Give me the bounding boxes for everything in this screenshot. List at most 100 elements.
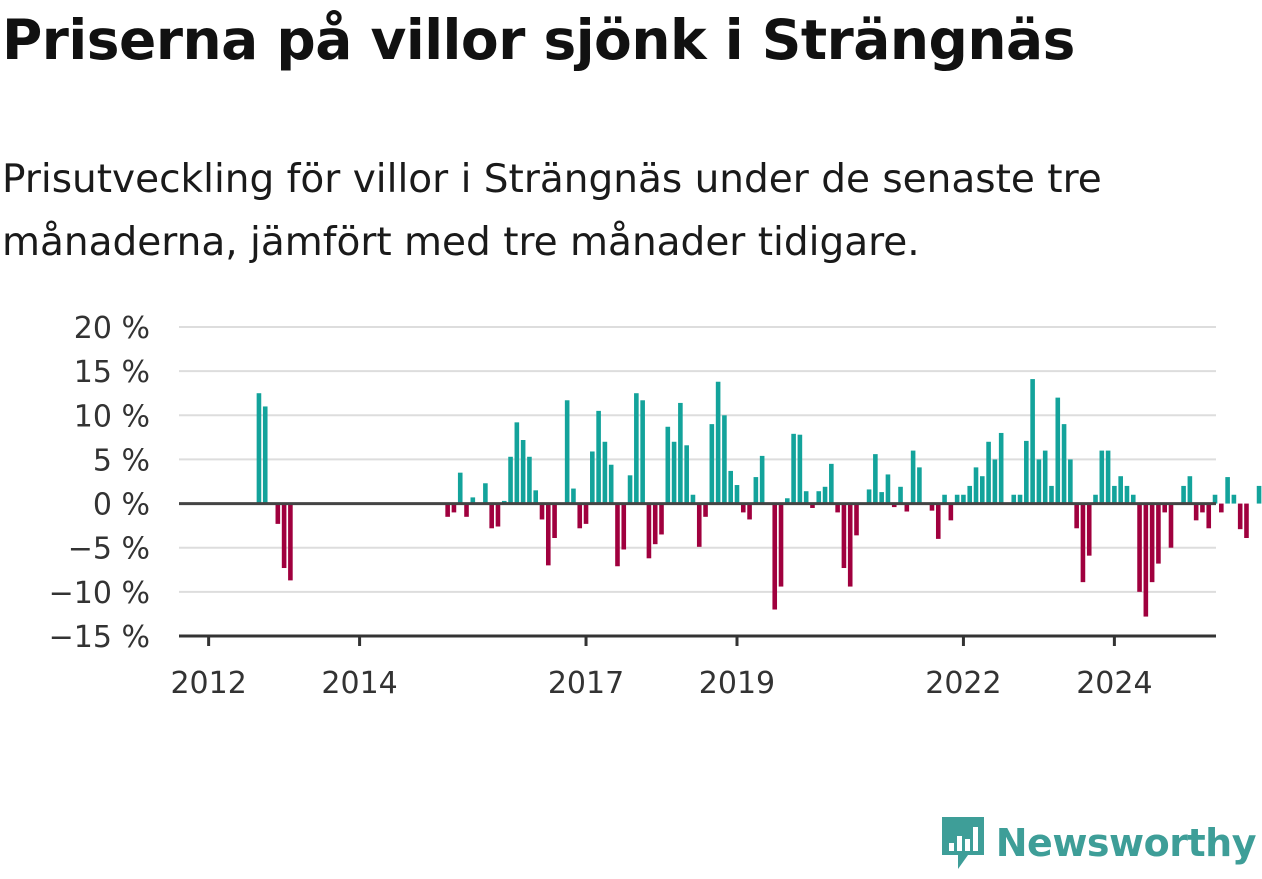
bar-positive (980, 476, 985, 504)
bar-negative (495, 503, 501, 527)
bar-positive (1030, 379, 1035, 504)
bar-positive (514, 422, 520, 504)
bar-positive (898, 486, 903, 504)
bar-negative (583, 503, 589, 524)
bar-negative (772, 503, 778, 610)
bar-negative (652, 503, 658, 545)
bar-positive (961, 494, 966, 504)
bar-positive (1212, 494, 1218, 504)
y-tick-label: 20 % (74, 311, 150, 346)
bar-positive (1112, 485, 1117, 504)
brand-logo[interactable]: Newsworthy (938, 813, 1257, 873)
bar-positive (1256, 485, 1262, 504)
bar-negative (1200, 503, 1205, 513)
y-tick-label: −10 % (49, 576, 150, 611)
bar-negative (1137, 503, 1142, 592)
bar-positive (992, 459, 998, 504)
bar-positive (803, 491, 809, 504)
bar-positive (1105, 450, 1111, 504)
bar-positive (684, 445, 689, 504)
bar-negative (1244, 503, 1249, 539)
bar-positive (590, 451, 595, 504)
bar-negative (929, 503, 935, 511)
bar-negative (1143, 503, 1149, 617)
bar-positive (1042, 450, 1048, 504)
bar-positive (508, 456, 513, 504)
bar-negative (1074, 503, 1079, 529)
bar-positive (256, 393, 262, 504)
bar-positive (1130, 494, 1136, 504)
bar-negative (747, 503, 752, 520)
bar-positive (954, 494, 960, 504)
bar-positive (829, 463, 834, 504)
bar-positive (1036, 459, 1042, 504)
bar-positive (1093, 494, 1098, 504)
bar-negative (464, 503, 469, 517)
bar-positive (1099, 450, 1105, 504)
x-tick-label: 2022 (925, 666, 1001, 701)
bar-negative (891, 503, 897, 508)
bar-negative (841, 503, 847, 569)
bar-positive (816, 491, 822, 504)
bar-positive (759, 455, 765, 504)
bar-negative (1156, 503, 1161, 564)
bar-negative (288, 503, 293, 581)
bar-negative (621, 503, 627, 550)
bar-negative (847, 503, 853, 587)
gridlines (179, 326, 1216, 593)
bar-positive (571, 488, 576, 504)
bar-positive (753, 477, 759, 504)
bar-negative (1206, 503, 1212, 529)
bar-positive (665, 426, 671, 504)
bar-positive (942, 494, 947, 504)
bar-positive (709, 424, 715, 504)
bar-positive (866, 489, 872, 504)
bar-negative (552, 503, 557, 539)
bar-positive (967, 485, 973, 504)
x-tick-label: 2019 (699, 666, 775, 701)
newsworthy-logo-icon (941, 817, 984, 869)
bar-positive (671, 441, 677, 504)
x-tick-label: 2014 (321, 666, 397, 701)
bar-positive (690, 494, 696, 504)
bar-positive (873, 454, 878, 504)
bar-positive (1231, 494, 1237, 504)
bar-positive (998, 432, 1004, 504)
bar-negative (1219, 503, 1224, 513)
bar-negative (1237, 503, 1243, 530)
bar-positive (1061, 424, 1067, 504)
bar-negative (1162, 503, 1168, 513)
y-tick-label: 0 % (93, 488, 150, 523)
y-tick-label: −15 % (49, 620, 150, 655)
y-tick-label: 5 % (93, 443, 150, 478)
bar-negative (281, 503, 287, 569)
bar-positive (634, 393, 639, 504)
bar-positive (1017, 494, 1023, 504)
bar-positive (602, 441, 608, 504)
bar-negative (489, 503, 494, 529)
bar-positive (533, 490, 539, 504)
bar-positive (457, 472, 463, 504)
bar-positive (1024, 440, 1029, 504)
bar-positive (1118, 476, 1123, 504)
bar-positive (640, 400, 645, 504)
bar-positive (785, 498, 790, 504)
bar-negative (1193, 503, 1199, 521)
x-tick-label: 2012 (170, 666, 246, 701)
bar-positive (564, 400, 570, 504)
y-tick-label: 10 % (74, 399, 150, 434)
bar-negative (703, 503, 708, 517)
bar-negative (539, 503, 545, 520)
bar-negative (659, 503, 664, 535)
y-tick-label: 15 % (74, 355, 150, 390)
bar-positive (608, 464, 614, 504)
bar-positive (596, 410, 601, 504)
bar-negative (810, 503, 815, 508)
bar-positive (627, 475, 633, 504)
bars (256, 379, 1262, 617)
chart-subtitle: Prisutveckling för villor i Strängnäs un… (2, 157, 1102, 265)
bar-negative (696, 503, 702, 547)
bar-positive (885, 474, 891, 504)
bar-positive (1049, 485, 1054, 504)
bar-negative (451, 503, 457, 513)
